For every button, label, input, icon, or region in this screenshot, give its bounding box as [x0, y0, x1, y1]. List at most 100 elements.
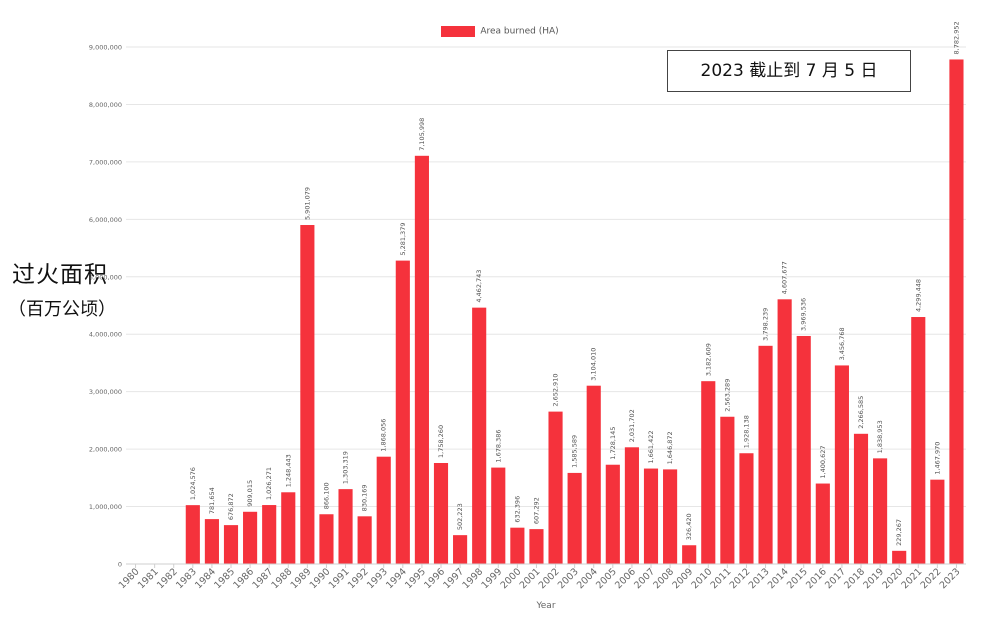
x-tick-label: 2014 [766, 566, 791, 591]
bar [281, 492, 296, 564]
y-tick-label: 0 [118, 561, 122, 569]
x-tick-label: 2022 [919, 566, 944, 591]
bar [643, 468, 659, 564]
x-tick-label: 1981 [136, 566, 161, 591]
bar-value-label: 7,105,998 [418, 118, 426, 151]
x-tick-label: 2007 [632, 566, 657, 591]
bar-value-label: 3,104,010 [590, 348, 598, 381]
x-tick-label: 1995 [403, 566, 428, 591]
bar [682, 545, 697, 564]
bar-value-label: 4,607,677 [781, 261, 789, 294]
bar-value-label: 1,467,970 [933, 442, 941, 475]
bar [510, 527, 525, 564]
x-tick-label: 1987 [250, 566, 275, 591]
bar [853, 433, 869, 564]
x-tick-label: 1983 [174, 566, 199, 591]
y-tick-label: 4,000,000 [89, 331, 122, 339]
x-tick-label: 2003 [556, 566, 581, 591]
bar-value-label: 1,758,260 [437, 425, 445, 458]
bar-value-label: 3,969,536 [800, 298, 808, 331]
y-axis-title: 过火面积 （百万公顷） [8, 255, 116, 321]
date-annotation-box: 2023 截止到 7 月 5 日 [667, 50, 911, 92]
bar-value-label: 1,661,422 [647, 430, 655, 463]
bar [930, 479, 945, 564]
x-tick-label: 2005 [594, 566, 619, 591]
bar [796, 335, 811, 564]
y-axis-title-line2: （百万公顷） [8, 299, 116, 320]
bar [605, 464, 620, 564]
x-tick-label: 2017 [823, 566, 848, 591]
x-tick-label: 2010 [690, 566, 715, 591]
bar [243, 511, 258, 564]
bar [624, 447, 639, 564]
bar-value-label: 1,248,443 [284, 454, 292, 487]
bar-value-label: 4,299,448 [914, 279, 922, 312]
x-tick-label: 1980 [117, 566, 142, 591]
bar-value-label: 2,031,702 [628, 409, 636, 442]
x-tick-label: 1997 [441, 566, 466, 591]
bar-value-label: 1,728,145 [609, 427, 617, 460]
x-tick-label: 2002 [537, 566, 562, 591]
legend[interactable]: Area burned (HA) [0, 26, 1000, 37]
bar-value-label: 5,901,079 [303, 187, 311, 220]
bar [185, 505, 200, 564]
bar-value-label: 830,169 [361, 484, 369, 511]
x-tick-label: 1989 [289, 566, 314, 591]
bar-value-label: 2,652,910 [552, 374, 560, 407]
bar [720, 416, 735, 564]
bar-value-label: 1,678,386 [494, 429, 502, 462]
y-tick-label: 5,000,000 [89, 273, 122, 281]
y-axis-title-line1: 过火面积 [12, 262, 108, 288]
bar-value-label: 1,024,576 [189, 467, 197, 500]
bar-value-label: 2,266,585 [857, 396, 865, 429]
bar [414, 155, 429, 564]
y-tick-label: 8,000,000 [89, 101, 122, 109]
bar-value-label: 8,782,952 [952, 21, 960, 54]
x-tick-label: 2008 [651, 566, 676, 591]
bar-value-label: 229,267 [895, 519, 903, 546]
bar [911, 317, 926, 564]
bar-value-label: 3,456,768 [838, 327, 846, 360]
bar-value-label: 781,654 [208, 487, 216, 514]
bar-value-label: 1,928,138 [742, 415, 750, 448]
bar-value-label: 502,223 [456, 503, 464, 530]
x-tick-label: 1998 [460, 566, 485, 591]
x-tick-label: 1994 [384, 566, 409, 591]
x-tick-label: 2020 [880, 566, 905, 591]
x-tick-label: 2021 [900, 566, 925, 591]
x-tick-label: 1999 [480, 566, 505, 591]
bar [701, 381, 716, 564]
bar [262, 505, 277, 564]
x-tick-label: 1988 [270, 566, 295, 591]
bar-value-label: 676,872 [227, 493, 235, 520]
bar [376, 456, 391, 564]
x-axis-title: Year [536, 601, 556, 611]
x-tick-label: 2013 [747, 566, 772, 591]
x-tick-label: 2011 [709, 566, 734, 591]
bar [586, 385, 601, 564]
y-tick-label: 1,000,000 [89, 503, 122, 511]
x-tick-label: 1986 [231, 566, 256, 591]
x-tick-label: 1982 [155, 566, 180, 591]
x-tick-label: 2006 [613, 566, 638, 591]
x-tick-label: 1990 [308, 566, 333, 591]
bar-value-label: 632,396 [513, 496, 521, 523]
bar-value-label: 1,303,319 [342, 451, 350, 484]
bar [892, 550, 907, 564]
x-tick-label: 2004 [575, 566, 600, 591]
x-tick-label: 2015 [785, 566, 810, 591]
bar-value-label: 909,015 [246, 480, 254, 507]
bar-value-label: 1,646,872 [666, 431, 674, 464]
x-tick-label: 1996 [422, 566, 447, 591]
x-tick-label: 2019 [861, 566, 886, 591]
legend-swatch [441, 26, 476, 37]
y-tick-label: 6,000,000 [89, 216, 122, 224]
x-tick-label: 1984 [193, 566, 218, 591]
x-tick-label: 1991 [327, 566, 352, 591]
bar [319, 514, 334, 564]
bar-value-label: 326,420 [685, 513, 693, 540]
bar-value-label: 4,462,743 [475, 270, 483, 303]
legend-label: Area burned (HA) [480, 26, 559, 37]
x-tick-label: 2001 [518, 566, 543, 591]
